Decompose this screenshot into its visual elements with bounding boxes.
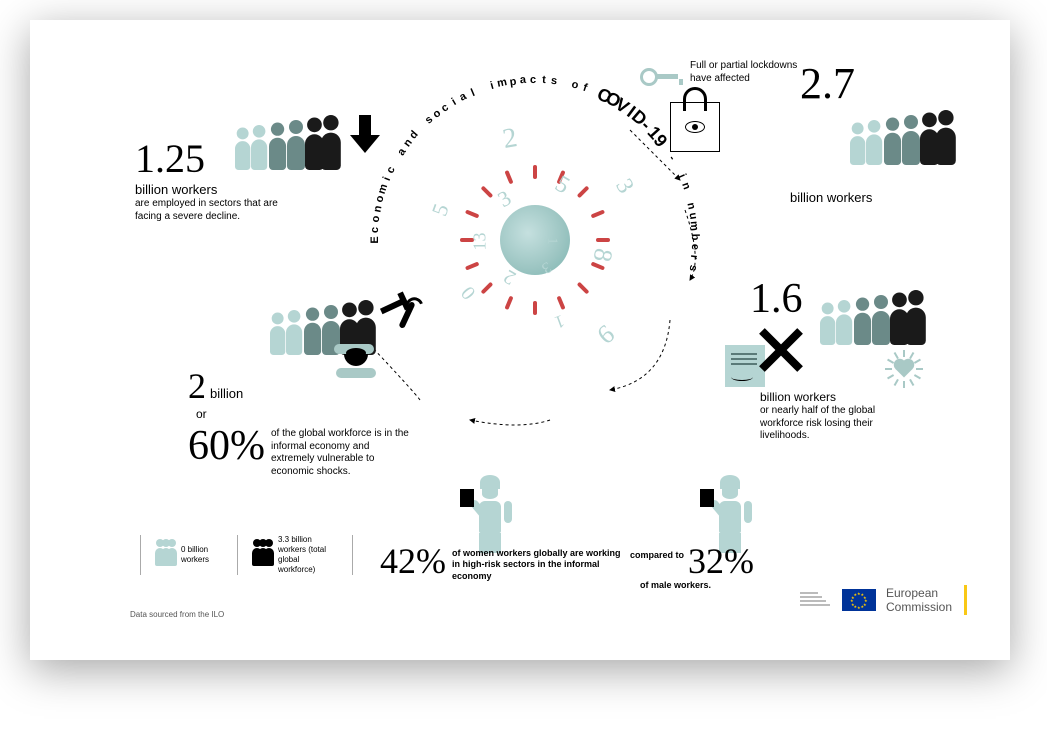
lockdown-number: 2.7 bbox=[800, 58, 855, 109]
women-number: 42% bbox=[380, 540, 446, 582]
lockdown-unit: billion workers bbox=[790, 190, 872, 206]
livelihood-desc: or nearly half of the global workforce r… bbox=[760, 405, 920, 443]
ec-building-icon bbox=[800, 592, 830, 608]
legend-zero-label: 0 billion workers bbox=[181, 545, 223, 565]
legend: 0 billion workers 3.3 billion workers (t… bbox=[130, 535, 363, 575]
men-desc: of male workers. bbox=[640, 580, 711, 591]
decline-desc: are employed in sectors that are facing … bbox=[135, 198, 285, 223]
eu-flag-icon: ★★★★★★★★★★★★ bbox=[842, 589, 876, 611]
people-cluster-decline bbox=[235, 80, 345, 170]
key-icon bbox=[640, 68, 685, 88]
legend-full-label: 3.3 billion workers (total global workfo… bbox=[278, 535, 338, 575]
eu-commission-logo: ★★★★★★★★★★★★ European Commission bbox=[800, 585, 967, 615]
informal-or: or bbox=[196, 407, 488, 422]
stat-informal: 2 billion or 60% of the global workforce… bbox=[188, 365, 488, 478]
informal-unit1: billion bbox=[210, 386, 243, 401]
lockdown-lead: Full or partial lockdowns have affected bbox=[690, 60, 810, 85]
livelihood-unit: billion workers bbox=[760, 390, 920, 405]
lock-icon bbox=[670, 102, 720, 152]
livelihood-number: 1.6 bbox=[750, 275, 803, 323]
tools-icon bbox=[380, 295, 420, 335]
people-cluster-livelihood bbox=[820, 255, 930, 345]
men-number: 32% bbox=[688, 540, 754, 582]
stat-lockdown-text: Full or partial lockdowns have affected bbox=[690, 60, 810, 85]
people-cluster-lockdown bbox=[850, 75, 960, 165]
informal-desc: of the global workforce is in the inform… bbox=[271, 428, 411, 478]
heart-spark-icon bbox=[885, 350, 923, 388]
ec-text: European Commission bbox=[886, 586, 952, 614]
source-text: Data sourced from the ILO bbox=[130, 610, 224, 620]
informal-num1: 2 bbox=[188, 366, 206, 406]
ec-line1: European bbox=[886, 586, 952, 600]
stat-women: 42% of women workers globally are workin… bbox=[380, 540, 630, 582]
stat-livelihood-text: billion workers or nearly half of the gl… bbox=[760, 390, 920, 443]
legend-zero-icon bbox=[155, 539, 177, 571]
infographic-card: Economic and social impacts of COVID-19 … bbox=[30, 20, 1010, 660]
x-mark-icon bbox=[755, 325, 805, 375]
legend-full-icon bbox=[252, 539, 274, 571]
ec-accent-bar bbox=[964, 585, 967, 615]
women-desc: of women workers globally are working in… bbox=[452, 548, 622, 582]
men-lead: compared to bbox=[630, 550, 684, 561]
ec-line2: Commission bbox=[886, 600, 952, 614]
informal-num2: 60% bbox=[188, 422, 265, 470]
decline-unit: billion workers bbox=[135, 182, 395, 198]
down-arrow-icon bbox=[350, 115, 380, 155]
stat-men: compared to 32% bbox=[630, 540, 830, 582]
decline-number: 1.25 bbox=[135, 136, 205, 181]
